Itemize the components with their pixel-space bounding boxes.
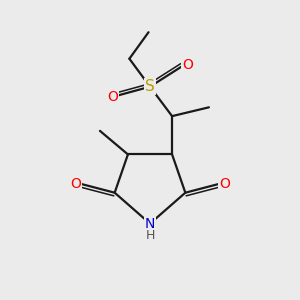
Text: N: N	[145, 217, 155, 231]
Text: O: O	[182, 58, 193, 72]
Text: O: O	[107, 90, 118, 104]
Text: H: H	[145, 230, 155, 242]
Text: S: S	[145, 79, 155, 94]
Text: O: O	[70, 177, 81, 191]
Text: O: O	[219, 177, 230, 191]
